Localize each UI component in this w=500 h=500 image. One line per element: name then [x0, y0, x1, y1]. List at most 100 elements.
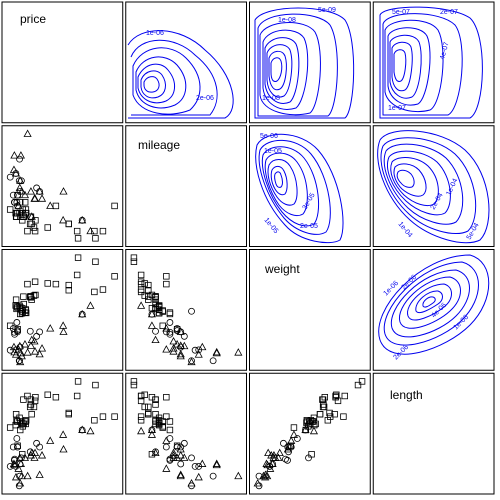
contour-line: [274, 171, 283, 188]
triangle-point: [16, 478, 25, 487]
triangle-point: [151, 448, 160, 457]
contour-line: [264, 37, 300, 104]
contour-line: [135, 56, 187, 109]
square-point: [31, 278, 39, 285]
square-point: [141, 292, 148, 299]
variable-label-length: length: [390, 388, 423, 402]
triangle-point: [11, 169, 21, 177]
contour-line: [390, 269, 470, 338]
square-point: [99, 227, 107, 235]
square-point: [52, 202, 60, 210]
circle-point: [13, 319, 21, 326]
circle-point: [78, 426, 86, 434]
variable-label-weight: weight: [264, 262, 300, 276]
triangle-point: [264, 448, 273, 457]
triangle-point: [212, 459, 221, 467]
square-point: [137, 417, 145, 424]
square-point: [92, 235, 99, 242]
contour-line: [393, 163, 427, 197]
panel-mileage-price: [1, 125, 124, 247]
square-point: [155, 302, 163, 310]
circle-point: [162, 443, 170, 451]
triangle-point: [9, 165, 19, 173]
contour-line: [383, 143, 464, 225]
square-point: [22, 309, 30, 317]
square-point: [18, 310, 26, 317]
contour-line: [127, 30, 234, 119]
triangle-point: [287, 436, 296, 444]
triangle-point: [86, 426, 95, 435]
triangle-point: [253, 478, 262, 487]
panel-weight-price: [1, 249, 124, 371]
circle-point: [26, 213, 34, 221]
contour-line: [379, 6, 483, 119]
triangle-point: [162, 436, 171, 444]
square-point: [341, 392, 348, 400]
triangle-point: [176, 341, 185, 349]
square-point: [32, 291, 39, 299]
triangle-point: [20, 453, 30, 461]
contour-label: 5e-07: [392, 9, 410, 16]
square-point: [20, 300, 27, 308]
square-point: [99, 413, 107, 420]
triangle-point: [261, 470, 270, 478]
circle-point: [16, 155, 23, 163]
square-point: [14, 418, 21, 425]
contour-line: [382, 13, 463, 116]
circle-point: [209, 357, 217, 365]
square-point: [14, 304, 21, 311]
square-point: [145, 281, 152, 289]
square-point: [44, 280, 51, 287]
square-point: [141, 391, 148, 398]
triangle-point: [234, 348, 243, 356]
triangle-point: [27, 335, 36, 344]
contour-label: 4e-07: [439, 41, 450, 60]
contour-label: 1e-08: [262, 95, 280, 102]
contour-label: 5e-06: [260, 133, 278, 140]
contour-label: 2e-05: [300, 223, 318, 230]
contour-line: [261, 146, 320, 227]
triangle-point: [17, 351, 26, 360]
square-point: [145, 403, 152, 411]
triangle-point: [234, 471, 243, 480]
contour-line: [383, 261, 479, 346]
square-point: [148, 291, 156, 299]
contour-line: [140, 70, 166, 99]
contour-line: [270, 57, 283, 82]
triangle-point: [212, 348, 221, 357]
triangle-point: [289, 430, 299, 438]
variable-label-mileage: mileage: [138, 138, 180, 152]
triangle-point: [194, 472, 203, 481]
triangle-point: [268, 459, 277, 467]
circle-point: [284, 443, 292, 451]
square-point: [24, 227, 31, 235]
contour-line: [257, 13, 338, 117]
circle-point: [26, 327, 34, 335]
contour-line: [137, 63, 175, 104]
triangle-point: [198, 459, 207, 467]
square-point: [92, 381, 99, 389]
square-point: [21, 199, 29, 206]
triangle-point: [17, 187, 26, 195]
square-point: [28, 296, 35, 303]
contour-panel-price-length: 5e-07 2e-07 4e-07 1e-07: [379, 6, 483, 119]
square-point: [137, 278, 145, 285]
triangle-point: [263, 460, 272, 469]
circle-point: [14, 191, 21, 199]
contour-line: [255, 133, 344, 244]
square-point: [12, 411, 20, 418]
contour-line: [130, 39, 218, 116]
square-point: [27, 401, 35, 408]
triangle-point: [137, 426, 146, 435]
circle-point: [177, 443, 185, 451]
square-point: [303, 419, 310, 426]
triangle-point: [162, 345, 171, 353]
square-point: [137, 397, 145, 405]
square-point: [332, 394, 339, 401]
triangle-point: [267, 451, 276, 459]
square-point: [16, 302, 23, 310]
square-point: [65, 411, 72, 418]
triangle-point: [30, 194, 39, 202]
square-point: [20, 293, 27, 300]
